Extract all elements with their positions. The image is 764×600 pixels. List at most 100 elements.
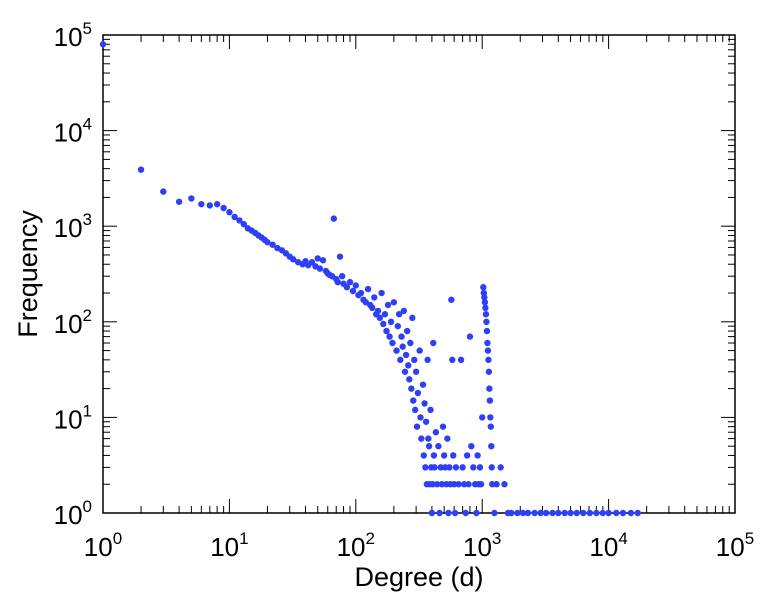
data-point — [485, 368, 493, 375]
data-point — [412, 368, 420, 375]
data-point — [483, 327, 491, 335]
y-tick-label: 104 — [54, 115, 92, 148]
data-point — [489, 481, 496, 488]
data-point — [419, 381, 427, 388]
data-point — [389, 339, 396, 347]
data-point — [206, 202, 214, 209]
data-point — [374, 307, 382, 315]
data-point — [524, 509, 532, 517]
data-point — [479, 414, 486, 421]
data-point — [555, 509, 562, 517]
data-point — [416, 347, 423, 354]
data-point — [476, 464, 484, 471]
data-point — [398, 333, 405, 340]
data-point — [450, 452, 457, 459]
data-point — [407, 339, 414, 347]
data-point — [381, 311, 389, 318]
data-point — [397, 356, 404, 364]
data-point — [519, 509, 527, 517]
data-point — [220, 204, 227, 212]
data-point — [422, 464, 429, 471]
data-point — [198, 200, 205, 208]
data-point — [401, 368, 409, 375]
data-point — [411, 406, 419, 414]
data-point — [445, 509, 452, 517]
data-point — [240, 220, 248, 228]
x-tick-label: 101 — [210, 529, 248, 562]
data-point — [430, 339, 437, 347]
data-point — [99, 41, 107, 48]
x-tick-label: 100 — [84, 529, 122, 562]
data-point — [226, 209, 233, 216]
data-point — [290, 256, 297, 263]
data-point — [462, 509, 469, 517]
data-point — [487, 423, 495, 430]
data-point — [452, 464, 460, 471]
data-point — [488, 442, 495, 450]
data-point — [408, 385, 415, 392]
data-point — [586, 509, 593, 517]
data-point — [455, 481, 462, 488]
data-point — [431, 464, 438, 471]
data-point — [364, 285, 372, 293]
data-point — [346, 278, 354, 286]
data-point — [231, 213, 238, 221]
data-point — [427, 406, 434, 414]
data-point — [418, 435, 425, 442]
data-point — [405, 362, 412, 369]
y-tick-label: 103 — [54, 210, 92, 243]
data-point — [599, 509, 607, 517]
data-point — [537, 509, 544, 517]
data-point — [438, 481, 446, 488]
data-point — [444, 435, 451, 442]
data-point — [448, 296, 455, 303]
y-tick-label: 105 — [54, 19, 92, 52]
data-point — [394, 322, 402, 330]
data-point — [440, 452, 448, 459]
data-point — [439, 423, 447, 430]
data-point — [482, 304, 489, 312]
data-point — [414, 389, 422, 397]
data-point — [433, 481, 441, 488]
data-point — [334, 278, 341, 286]
data-point — [491, 509, 498, 517]
data-point — [417, 414, 424, 421]
data-point — [429, 481, 436, 488]
data-point — [483, 318, 490, 325]
data-point — [634, 509, 641, 517]
data-point — [465, 481, 472, 488]
x-tick-label: 102 — [337, 529, 375, 562]
data-point — [213, 200, 221, 208]
data-point — [481, 299, 489, 306]
data-point — [380, 320, 387, 328]
data-point — [470, 464, 477, 471]
data-point — [402, 351, 410, 359]
data-point — [393, 347, 400, 354]
data-point — [400, 307, 408, 315]
data-point — [428, 509, 436, 517]
data-point — [424, 356, 431, 364]
data-point — [484, 347, 492, 354]
data-point — [605, 509, 612, 517]
data-point — [420, 452, 427, 459]
data-point — [236, 217, 243, 224]
data-point — [319, 257, 327, 264]
data-point — [357, 289, 365, 297]
data-point — [542, 509, 550, 517]
data-point — [437, 464, 444, 471]
data-point — [486, 385, 493, 392]
data-point — [619, 509, 627, 517]
data-point — [451, 509, 459, 517]
data-point — [425, 435, 432, 442]
data-point — [406, 376, 413, 383]
data-point — [473, 509, 480, 517]
data-point — [409, 314, 416, 322]
data-point — [457, 356, 465, 364]
data-point — [497, 464, 504, 471]
y-tick-label: 100 — [54, 497, 92, 530]
data-point — [487, 414, 494, 421]
data-point — [422, 418, 430, 425]
data-point — [371, 294, 378, 301]
data-points — [99, 41, 641, 517]
